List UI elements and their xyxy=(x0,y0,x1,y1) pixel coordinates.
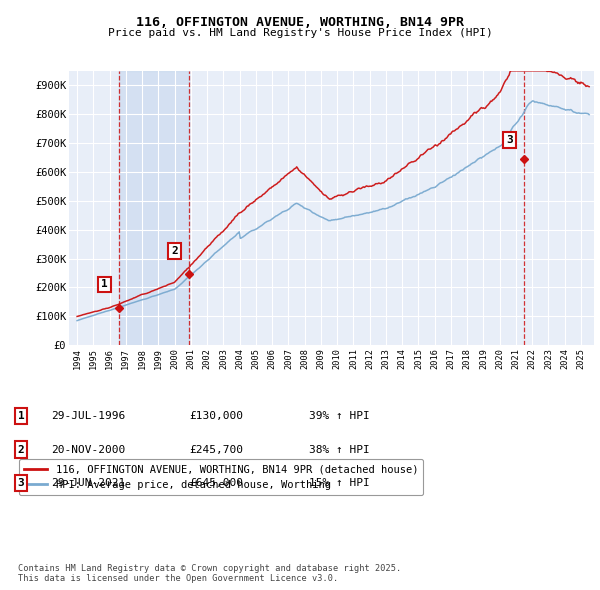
Text: 3: 3 xyxy=(506,135,513,145)
Text: 3: 3 xyxy=(17,478,25,488)
Text: £645,000: £645,000 xyxy=(189,478,243,488)
Bar xyxy=(119,71,189,345)
Text: 20-NOV-2000: 20-NOV-2000 xyxy=(51,445,125,454)
Text: Price paid vs. HM Land Registry's House Price Index (HPI): Price paid vs. HM Land Registry's House … xyxy=(107,28,493,38)
Text: £130,000: £130,000 xyxy=(189,411,243,421)
Text: 2: 2 xyxy=(17,445,25,454)
Text: 116, OFFINGTON AVENUE, WORTHING, BN14 9PR: 116, OFFINGTON AVENUE, WORTHING, BN14 9P… xyxy=(136,16,464,29)
Text: 29-JUL-1996: 29-JUL-1996 xyxy=(51,411,125,421)
Text: 29-JUN-2021: 29-JUN-2021 xyxy=(51,478,125,488)
Text: £245,700: £245,700 xyxy=(189,445,243,454)
Text: Contains HM Land Registry data © Crown copyright and database right 2025.
This d: Contains HM Land Registry data © Crown c… xyxy=(18,563,401,583)
Text: 1: 1 xyxy=(101,280,108,289)
Text: 15% ↑ HPI: 15% ↑ HPI xyxy=(309,478,370,488)
Text: 2: 2 xyxy=(171,246,178,256)
Text: 39% ↑ HPI: 39% ↑ HPI xyxy=(309,411,370,421)
Legend: 116, OFFINGTON AVENUE, WORTHING, BN14 9PR (detached house), HPI: Average price, : 116, OFFINGTON AVENUE, WORTHING, BN14 9P… xyxy=(19,460,423,495)
Text: 38% ↑ HPI: 38% ↑ HPI xyxy=(309,445,370,454)
Text: 1: 1 xyxy=(17,411,25,421)
